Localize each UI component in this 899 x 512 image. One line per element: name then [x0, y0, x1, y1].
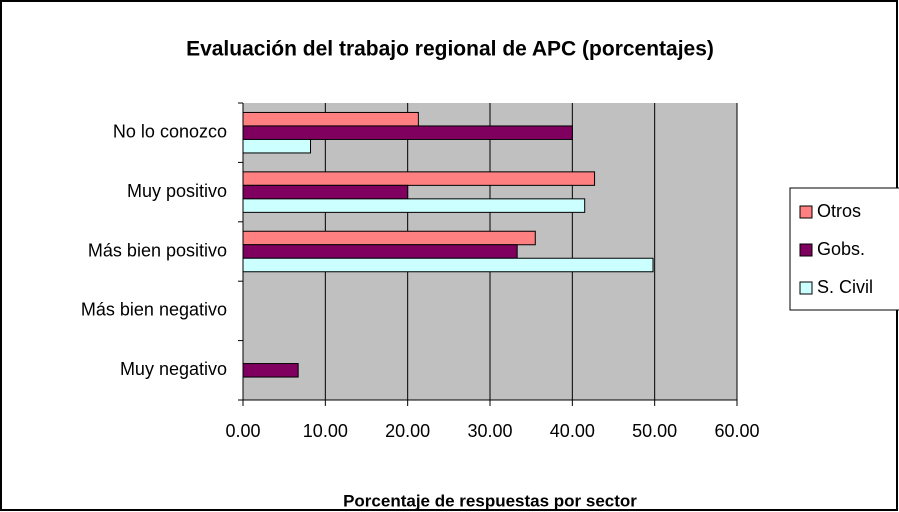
- y-tick-label: Muy negativo: [120, 359, 227, 379]
- legend-swatch: [799, 243, 813, 257]
- bar: [242, 198, 586, 213]
- x-tick-label: 10.00: [303, 421, 348, 441]
- x-tick-label: 20.00: [385, 421, 430, 441]
- y-tick-label: Muy positivo: [127, 181, 227, 201]
- x-tick-label: 60.00: [714, 421, 759, 441]
- bar: [242, 244, 518, 259]
- legend-swatch: [799, 205, 813, 219]
- x-tick-label: 0.00: [225, 421, 260, 441]
- legend-label: S. Civil: [817, 277, 873, 297]
- legend-label: Gobs.: [817, 239, 865, 259]
- x-axis-label: Porcentaje de respuestas por sector: [343, 491, 637, 510]
- x-tick-label: 50.00: [632, 421, 677, 441]
- y-tick-label: No lo conozco: [113, 121, 227, 141]
- y-tick-label: Más bien positivo: [88, 240, 227, 260]
- x-tick-label: 40.00: [550, 421, 595, 441]
- legend-swatch: [799, 281, 813, 295]
- bar: [242, 363, 299, 378]
- bar: [242, 125, 573, 140]
- bar: [242, 171, 596, 186]
- bar: [242, 184, 409, 200]
- bar: [242, 138, 312, 154]
- bar: [242, 111, 419, 127]
- bar: [242, 257, 654, 273]
- legend-label: Otros: [817, 201, 861, 221]
- x-tick-label: 30.00: [467, 421, 512, 441]
- chart-title: Evaluación del trabajo regional de APC (…: [186, 38, 714, 61]
- y-tick-label: Más bien negativo: [81, 300, 227, 320]
- bar: [242, 230, 536, 246]
